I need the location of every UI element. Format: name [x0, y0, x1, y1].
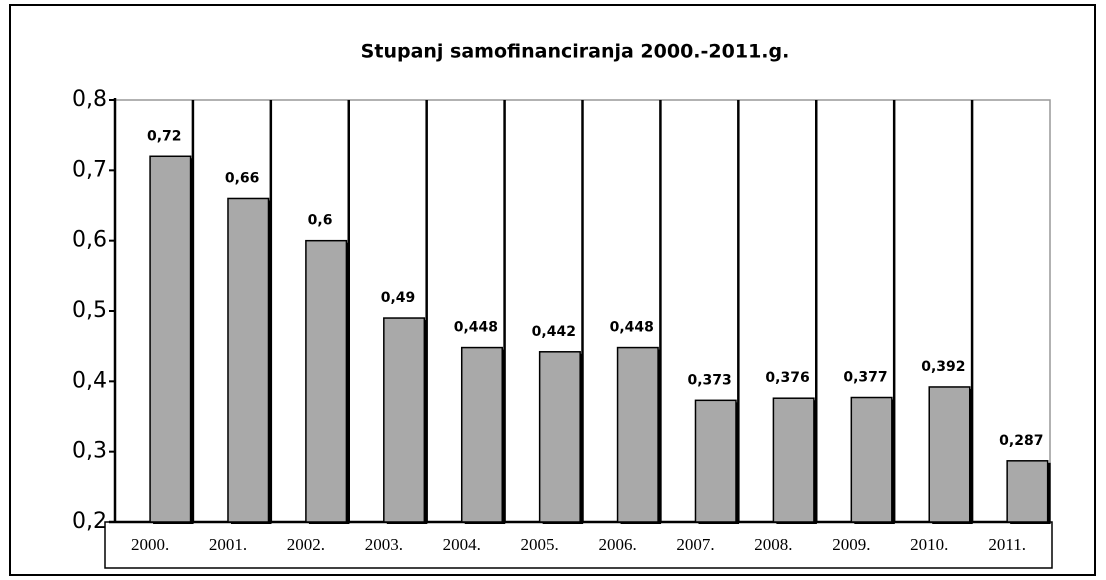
bar — [616, 346, 659, 523]
data-label: 0,376 — [765, 370, 809, 386]
x-tick-label: 2000. — [131, 535, 169, 554]
data-label: 0,442 — [532, 324, 576, 340]
bar — [227, 197, 270, 523]
x-tick-label: 2008. — [754, 535, 792, 554]
data-label: 0,448 — [610, 320, 654, 336]
data-label: 0,72 — [147, 128, 182, 144]
x-tick-label: 2006. — [598, 535, 636, 554]
x-tick-label: 2007. — [676, 535, 714, 554]
y-tick-label: 0,6 — [72, 228, 107, 253]
y-tick-label: 0,8 — [72, 87, 107, 112]
chart-title: Stupanj samofinanciranja 2000.-2011.g. — [361, 41, 790, 63]
data-label: 0,66 — [225, 170, 260, 186]
data-label: 0,287 — [999, 433, 1043, 449]
x-tick-label: 2009. — [832, 535, 870, 554]
x-tick-label: 2003. — [365, 535, 403, 554]
x-tick-label: 2011. — [988, 535, 1026, 554]
bar — [1006, 460, 1049, 523]
bar — [305, 239, 348, 523]
y-tick-label: 0,5 — [72, 298, 107, 323]
bar — [772, 397, 815, 523]
data-label: 0,6 — [308, 213, 333, 229]
y-tick-label: 0,3 — [72, 439, 107, 464]
x-tick-label: 2005. — [521, 535, 559, 554]
bar — [928, 386, 971, 523]
data-label: 0,373 — [688, 372, 732, 388]
data-label: 0,392 — [921, 359, 965, 375]
data-label: 0,448 — [454, 320, 498, 336]
bar — [460, 346, 503, 523]
x-tick-label: 2002. — [287, 535, 325, 554]
y-tick-label: 0,2 — [72, 509, 107, 534]
bar — [694, 399, 737, 523]
data-label: 0,377 — [843, 370, 887, 386]
x-tick-label: 2004. — [443, 535, 481, 554]
y-tick-label: 0,7 — [72, 157, 107, 182]
bar — [850, 396, 893, 523]
x-tick-label: 2001. — [209, 535, 247, 554]
data-label: 0,49 — [381, 290, 416, 306]
bar — [383, 317, 426, 523]
y-tick-label: 0,4 — [72, 368, 107, 393]
x-tick-label: 2010. — [910, 535, 948, 554]
bar — [538, 351, 581, 523]
bar — [149, 155, 192, 523]
